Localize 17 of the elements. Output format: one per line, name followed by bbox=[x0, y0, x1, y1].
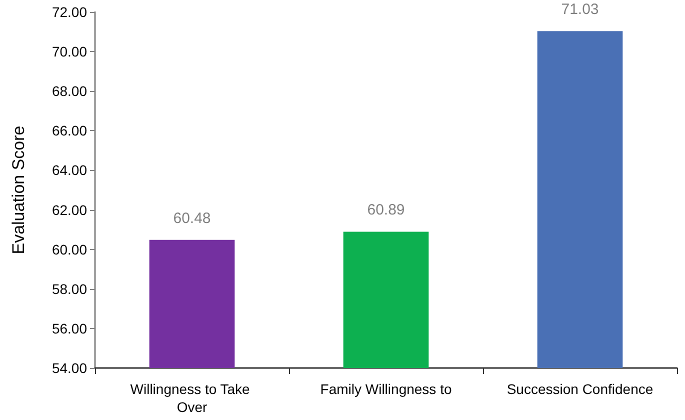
y-tick-label: 68.00 bbox=[52, 83, 88, 100]
y-tick-label: 72.00 bbox=[52, 4, 88, 20]
data-label: 60.89 bbox=[367, 202, 405, 219]
data-label: 71.03 bbox=[561, 1, 599, 18]
y-tick-label: 60.00 bbox=[52, 241, 88, 258]
x-tick-label: Family Willingness to bbox=[320, 381, 452, 397]
y-tick-label: 70.00 bbox=[52, 44, 88, 60]
y-tick-label: 66.00 bbox=[52, 122, 88, 139]
x-tick-label: Willingness to Take Over bbox=[130, 381, 254, 415]
x-tick-label: Succession Confidence bbox=[506, 381, 654, 397]
data-label: 60.48 bbox=[173, 210, 211, 227]
y-tick-label: 62.00 bbox=[52, 202, 88, 218]
y-axis-title: Evaluation Score bbox=[9, 126, 28, 254]
y-tick-label: 64.00 bbox=[52, 162, 88, 178]
y-tick-label: 54.00 bbox=[52, 360, 88, 376]
y-tick-label: 58.00 bbox=[52, 280, 88, 297]
y-tick-label: 56.00 bbox=[52, 320, 88, 336]
